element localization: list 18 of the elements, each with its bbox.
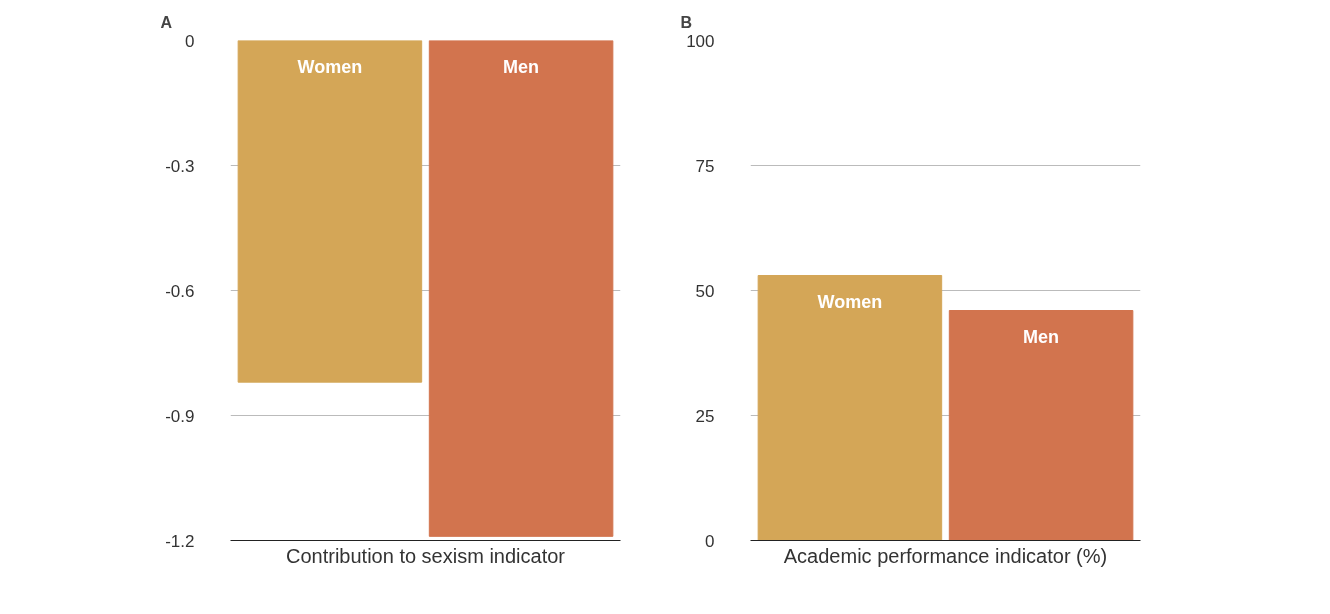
y-tick-label: -0.6	[165, 281, 195, 301]
x-axis-title: Academic performance indicator (%)	[783, 544, 1108, 567]
chart-title: B	[680, 13, 693, 31]
x-tick-label: Women	[817, 291, 883, 312]
chart-title: A	[160, 13, 173, 31]
y-tick-label: 100	[686, 31, 715, 51]
x-tick-label: Women	[297, 56, 363, 77]
y-tick-label: 0	[705, 531, 715, 551]
x-axis-title: Contribution to sexism indicator	[285, 544, 566, 567]
y-tick-label: 50	[695, 281, 715, 301]
x-tick-label: Men	[1023, 326, 1060, 347]
y-tick-label: 75	[695, 156, 715, 176]
y-tick-label: 0	[185, 31, 195, 51]
y-tick-label: -0.9	[165, 406, 195, 426]
x-tick-label: Men	[503, 56, 540, 77]
y-tick-label: -0.3	[165, 156, 195, 176]
y-tick-label: 25	[695, 406, 715, 426]
y-tick-label: -1.2	[165, 531, 195, 551]
